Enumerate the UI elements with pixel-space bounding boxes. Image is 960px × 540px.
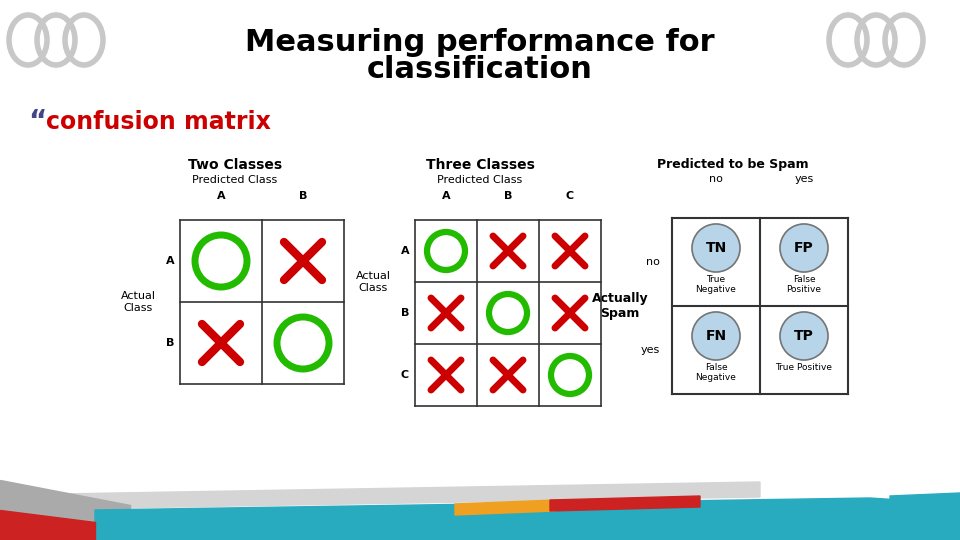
Text: B: B	[401, 308, 409, 318]
Text: B: B	[299, 191, 307, 201]
Polygon shape	[0, 510, 95, 540]
Text: Two Classes: Two Classes	[188, 158, 282, 172]
Text: Three Classes: Three Classes	[425, 158, 535, 172]
Text: C: C	[566, 191, 574, 201]
Text: A: A	[217, 191, 226, 201]
Text: A: A	[400, 246, 409, 256]
Text: Actual
Class: Actual Class	[121, 291, 156, 313]
Text: no: no	[709, 174, 723, 184]
Polygon shape	[95, 498, 960, 540]
Text: yes: yes	[640, 345, 660, 355]
Text: “: “	[28, 108, 46, 136]
Polygon shape	[0, 482, 760, 510]
Circle shape	[692, 312, 740, 360]
Circle shape	[780, 224, 828, 272]
Text: TP: TP	[794, 329, 814, 343]
Text: Actually
Spam: Actually Spam	[591, 292, 648, 320]
Text: B: B	[166, 338, 174, 348]
Text: True
Negative: True Negative	[696, 275, 736, 294]
Text: False
Positive: False Positive	[786, 275, 822, 294]
Text: Measuring performance for: Measuring performance for	[245, 28, 715, 57]
Text: yes: yes	[794, 174, 814, 184]
Text: no: no	[646, 257, 660, 267]
Circle shape	[692, 224, 740, 272]
Text: True Positive: True Positive	[776, 363, 832, 372]
Text: FN: FN	[706, 329, 727, 343]
Text: Predicted Class: Predicted Class	[438, 175, 522, 185]
Text: C: C	[401, 370, 409, 380]
Text: TN: TN	[706, 241, 727, 255]
Text: A: A	[442, 191, 450, 201]
Circle shape	[780, 312, 828, 360]
Text: False
Negative: False Negative	[696, 363, 736, 382]
Text: Predicted Class: Predicted Class	[192, 175, 277, 185]
Text: FP: FP	[794, 241, 814, 255]
Text: B: B	[504, 191, 513, 201]
Text: classification: classification	[367, 55, 593, 84]
Polygon shape	[0, 480, 130, 540]
Polygon shape	[550, 496, 700, 511]
Text: Predicted to be Spam: Predicted to be Spam	[658, 158, 809, 171]
Text: Actual
Class: Actual Class	[355, 271, 391, 293]
Text: A: A	[166, 256, 175, 266]
Polygon shape	[890, 493, 960, 507]
Polygon shape	[455, 500, 555, 515]
Text: confusion matrix: confusion matrix	[46, 110, 271, 134]
